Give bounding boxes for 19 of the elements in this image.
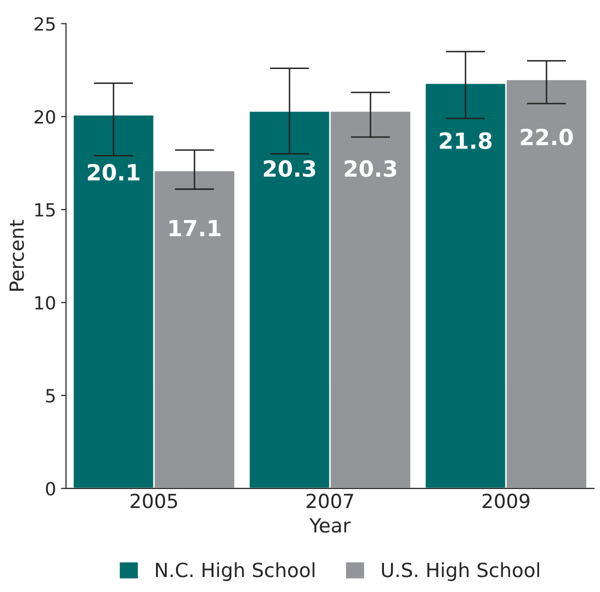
y-tick-label: 5 — [46, 389, 55, 403]
data-label: 20.3 — [344, 160, 396, 177]
y-tick-label: 15 — [35, 203, 55, 217]
y-tick-label: 10 — [35, 296, 56, 310]
y-tick-label: 20 — [34, 110, 56, 124]
data-label: 20.3 — [264, 160, 316, 177]
x-tick-label: 2007 — [306, 494, 354, 508]
legend-label: N.C. High School — [156, 562, 314, 582]
data-label: 17.1 — [170, 220, 220, 236]
y-tick-label: 25 — [34, 17, 55, 31]
x-tick-label: 2005 — [130, 494, 178, 508]
x-axis-title: Year — [309, 518, 351, 533]
legend-label: U.S. High School — [382, 562, 540, 582]
y-axis-title: Percent — [10, 220, 24, 291]
data-label: 22.0 — [520, 128, 573, 146]
y-tick-label: 0 — [46, 482, 56, 496]
data-label: 20.1 — [88, 164, 140, 181]
data-label: 21.8 — [440, 132, 492, 150]
x-tick-label: 2009 — [482, 494, 530, 508]
